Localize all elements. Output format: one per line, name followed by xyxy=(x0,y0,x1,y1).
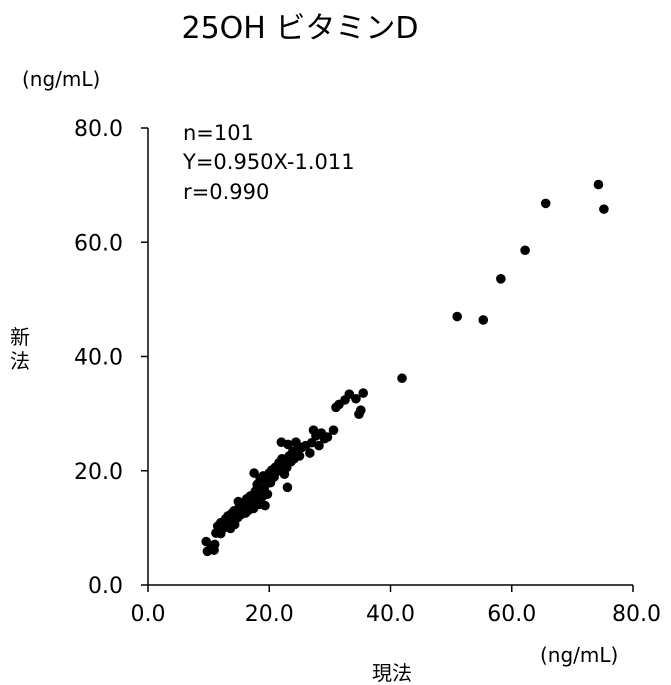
x-unit-label: (ng/mL) xyxy=(540,643,618,667)
data-point xyxy=(260,500,270,511)
data-point xyxy=(328,425,339,435)
y-tick-label: 20.0 xyxy=(74,460,123,485)
x-tick-label: 60.0 xyxy=(487,602,536,627)
y-axis-ticks: 0.0 20.0 40.0 60.0 80.0 xyxy=(74,117,148,599)
stat-r: r=0.990 xyxy=(183,180,269,204)
stat-regression: Y=0.950X-1.011 xyxy=(182,150,355,174)
data-point xyxy=(322,432,333,442)
data-point xyxy=(358,388,369,398)
stat-n: n=101 xyxy=(183,121,254,145)
data-point xyxy=(262,489,273,499)
data-point xyxy=(599,204,609,214)
data-point xyxy=(593,179,604,190)
data-point xyxy=(249,468,259,478)
stat-annotations: n=101 Y=0.950X-1.011 r=0.990 xyxy=(182,121,355,204)
y-tick-label: 60.0 xyxy=(74,231,123,256)
data-point xyxy=(540,198,551,209)
data-point xyxy=(306,437,317,448)
x-axis-ticks: 0.0 20.0 40.0 60.0 80.0 xyxy=(131,585,661,627)
data-point xyxy=(351,393,361,404)
y-tick-label: 0.0 xyxy=(88,574,123,599)
data-point xyxy=(355,405,366,415)
data-point xyxy=(305,448,315,458)
chart-title: 25OH ビタミンD xyxy=(182,11,419,46)
data-point xyxy=(496,274,506,284)
data-point xyxy=(314,440,324,451)
y-tick-label: 40.0 xyxy=(74,346,123,371)
data-point xyxy=(294,451,305,461)
data-point xyxy=(452,311,462,322)
x-tick-label: 20.0 xyxy=(245,602,294,627)
x-axis-label: 現法 xyxy=(372,661,412,685)
data-point xyxy=(397,373,407,384)
x-tick-label: 40.0 xyxy=(366,602,415,627)
data-point xyxy=(478,315,489,325)
x-tick-label: 0.0 xyxy=(131,602,166,627)
data-point xyxy=(283,439,293,450)
data-point xyxy=(520,245,530,256)
data-point xyxy=(282,482,293,493)
y-unit-label: (ng/mL) xyxy=(22,67,100,91)
y-tick-label: 80.0 xyxy=(74,117,123,142)
y-axis-label: 新法 xyxy=(10,325,30,373)
x-tick-label: 80.0 xyxy=(612,602,661,627)
data-point xyxy=(209,545,219,555)
data-points xyxy=(201,179,609,557)
